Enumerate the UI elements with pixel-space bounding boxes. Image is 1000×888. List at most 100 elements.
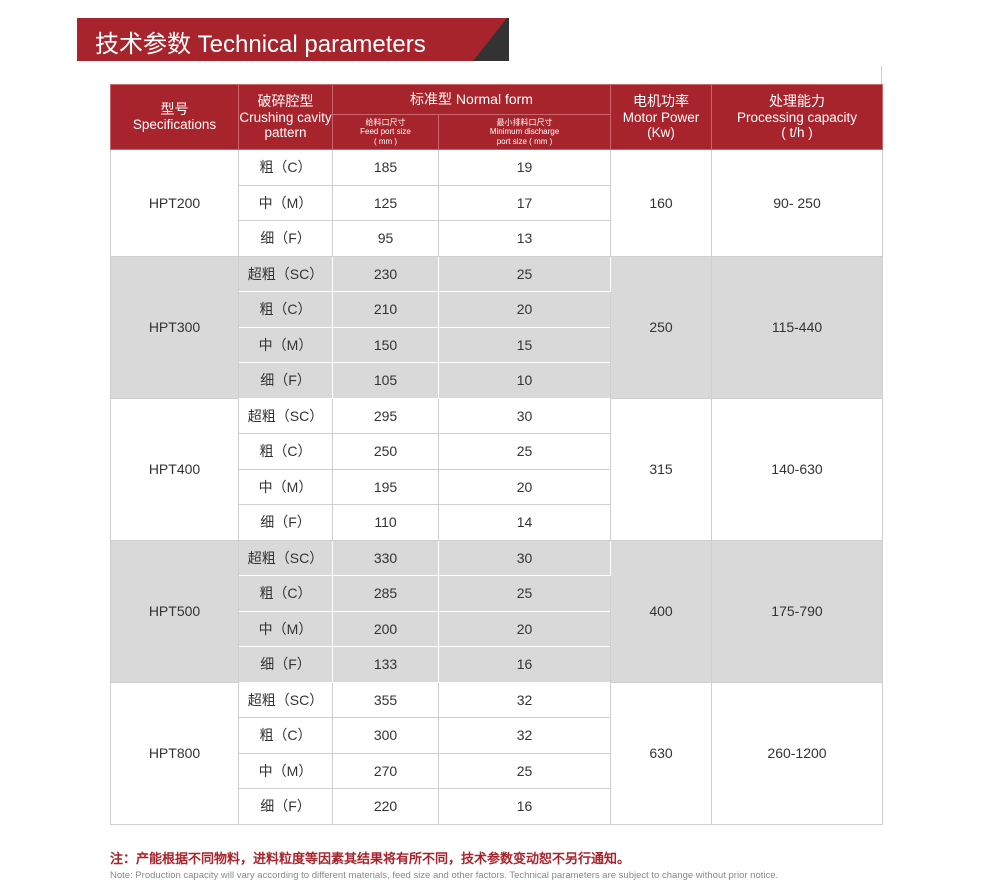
cavity-type: 粗（C） — [238, 291, 333, 328]
section-title: 技术参数 Technical parameters — [95, 31, 426, 58]
cavity-type: 中（M） — [238, 468, 333, 505]
cavity-type: 粗（C） — [238, 433, 333, 470]
discharge-size: 32 — [438, 681, 611, 718]
discharge-size: 10 — [438, 362, 611, 399]
discharge-size: 13 — [438, 220, 611, 257]
table-row: HPT500 超粗（SC） 330 30 400 175-790 — [110, 539, 883, 683]
table-row: 中（M） 270 25 — [111, 752, 883, 789]
feed-size: 300 — [332, 717, 439, 754]
motor-power: 400 — [610, 539, 712, 683]
table-row: 粗（C） 250 25 — [111, 433, 883, 470]
feed-size: 270 — [332, 752, 439, 789]
header-discharge-size: 最小排料口尺寸 Minimum discharge port size ( mm ) — [438, 114, 611, 150]
note-chinese: 注：产能根据不同物料，进料粒度等因素其结果将有所不同，技术参数变动恕不另行通知。 — [110, 851, 631, 866]
feed-size: 285 — [332, 575, 439, 612]
feed-size: 105 — [332, 362, 439, 399]
discharge-size: 16 — [438, 788, 611, 825]
header-cavity: 破碎腔型 Crushing cavity pattern — [238, 84, 333, 150]
discharge-size: 20 — [438, 468, 611, 505]
discharge-size: 25 — [438, 433, 611, 470]
discharge-size: 25 — [438, 575, 611, 612]
header-specifications: 型号 Specifications — [110, 84, 239, 150]
header-capacity: 处理能力 Processing capacity( t/h ) — [711, 84, 883, 150]
table-row: 中（M） 150 15 — [111, 326, 883, 363]
discharge-size: 30 — [438, 539, 611, 576]
cavity-type: 超粗（SC） — [238, 397, 333, 434]
table-row: 粗（C） 300 32 — [111, 717, 883, 754]
section-banner: 技术参数 Technical parameters — [77, 18, 509, 61]
discharge-size: 20 — [438, 610, 611, 647]
feed-size: 185 — [332, 149, 439, 186]
table-row: HPT800 超粗（SC） 355 32 630 260-1200 — [110, 681, 883, 825]
cavity-type: 中（M） — [238, 610, 333, 647]
model-name: HPT400 — [110, 397, 239, 541]
motor-power: 250 — [610, 255, 712, 399]
discharge-size: 19 — [438, 149, 611, 186]
discharge-size: 30 — [438, 397, 611, 434]
feed-size: 220 — [332, 788, 439, 825]
discharge-size: 15 — [438, 326, 611, 363]
model-name: HPT200 — [110, 149, 239, 257]
cavity-type: 粗（C） — [238, 717, 333, 754]
discharge-size: 16 — [438, 646, 611, 683]
header-feed-size: 给料口尺寸 Feed port size( mm ) — [332, 114, 439, 150]
feed-size: 330 — [332, 539, 439, 576]
table-row: 粗（C） 285 25 — [111, 575, 883, 612]
table-row: 细（F） 110 14 — [111, 504, 883, 541]
table-row: 粗（C） 210 20 — [111, 291, 883, 328]
table-row: HPT300 超粗（SC） 230 25 250 115-440 — [110, 255, 883, 399]
cavity-type: 超粗（SC） — [238, 255, 333, 292]
discharge-size: 20 — [438, 291, 611, 328]
capacity: 90- 250 — [711, 149, 883, 257]
parameters-table: 型号 Specifications 破碎腔型 Crushing cavity pat… — [110, 84, 883, 825]
table-row: 中（M） 125 17 — [111, 184, 883, 221]
discharge-size: 14 — [438, 504, 611, 541]
cavity-type: 细（F） — [238, 646, 333, 683]
cavity-type: 中（M） — [238, 184, 333, 221]
model-name: HPT800 — [110, 681, 239, 825]
cavity-type: 中（M） — [238, 326, 333, 363]
capacity: 175-790 — [711, 539, 883, 683]
cavity-type: 超粗（SC） — [238, 539, 333, 576]
cavity-type: 中（M） — [238, 752, 333, 789]
table-row: HPT200 粗（C） 185 19 160 90- 250 — [110, 149, 883, 257]
model-name: HPT500 — [110, 539, 239, 683]
cavity-type: 粗（C） — [238, 149, 333, 186]
capacity: 140-630 — [711, 397, 883, 541]
feed-size: 200 — [332, 610, 439, 647]
feed-size: 295 — [332, 397, 439, 434]
motor-power: 315 — [610, 397, 712, 541]
motor-power: 160 — [610, 149, 712, 257]
table-row: 中（M） 200 20 — [111, 610, 883, 647]
cavity-type: 细（F） — [238, 788, 333, 825]
feed-size: 210 — [332, 291, 439, 328]
table-row: HPT400 超粗（SC） 295 30 315 140-630 — [110, 397, 883, 541]
feed-size: 355 — [332, 681, 439, 718]
table-row: 细（F） 105 10 — [111, 362, 883, 399]
cavity-type: 细（F） — [238, 362, 333, 399]
divider — [881, 66, 882, 86]
capacity: 260-1200 — [711, 681, 883, 825]
feed-size: 150 — [332, 326, 439, 363]
discharge-size: 25 — [438, 255, 611, 292]
feed-size: 95 — [332, 220, 439, 257]
capacity: 115-440 — [711, 255, 883, 399]
feed-size: 250 — [332, 433, 439, 470]
cavity-type: 细（F） — [238, 504, 333, 541]
table-row: 细（F） 220 16 — [111, 788, 883, 825]
header-motor-power: 电机功率 Motor Power (Kw) — [610, 84, 712, 150]
cavity-type: 细（F） — [238, 220, 333, 257]
motor-power: 630 — [610, 681, 712, 825]
table-row: 细（F） 95 13 — [111, 220, 883, 257]
feed-size: 195 — [332, 468, 439, 505]
header-normal-form: 标准型 Normal form — [332, 84, 611, 115]
cavity-type: 粗（C） — [238, 575, 333, 612]
feed-size: 133 — [332, 646, 439, 683]
model-name: HPT300 — [110, 255, 239, 399]
discharge-size: 25 — [438, 752, 611, 789]
feed-size: 230 — [332, 255, 439, 292]
note-english: Note: Production capacity will vary acco… — [110, 870, 779, 881]
cavity-type: 超粗（SC） — [238, 681, 333, 718]
feed-size: 110 — [332, 504, 439, 541]
feed-size: 125 — [332, 184, 439, 221]
